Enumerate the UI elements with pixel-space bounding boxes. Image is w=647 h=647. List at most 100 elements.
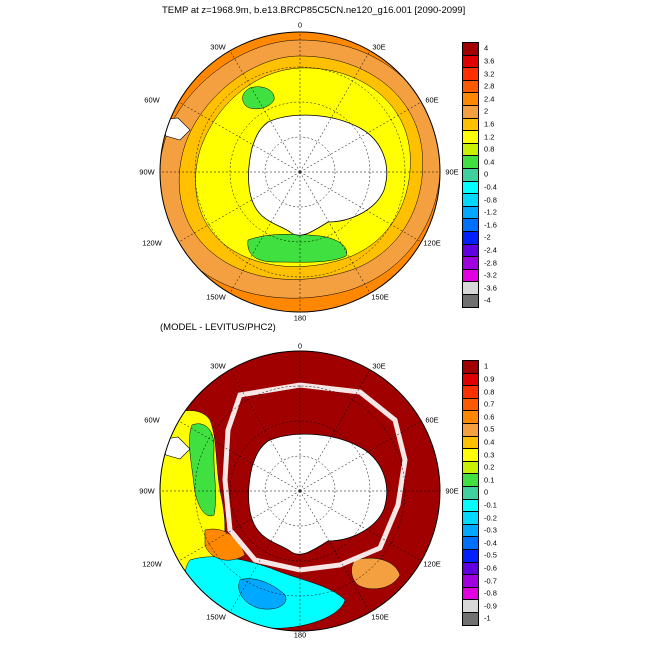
bottom-map-border — [159, 350, 441, 632]
colorbar-label: 0.7 — [484, 399, 495, 409]
colorbar-swatch — [462, 294, 479, 308]
bottom-lon-150e: 150E — [371, 612, 389, 622]
colorbar-label: 1.2 — [484, 132, 495, 141]
colorbar-swatch — [462, 193, 479, 207]
bottom-lon-150w: 150W — [206, 612, 226, 622]
colorbar-label: -1.2 — [484, 207, 497, 217]
bottom-lon-180: 180 — [293, 630, 307, 640]
meridian-line — [178, 171, 301, 243]
top-lon-150e: 150E — [371, 292, 389, 302]
colorbar-swatch — [462, 460, 479, 475]
colorbar-label: -2 — [484, 232, 491, 242]
colorbar-swatch — [462, 155, 479, 169]
bottom-field-orange-eddy — [204, 528, 246, 561]
meridian-line — [229, 50, 301, 173]
colorbar-swatch — [462, 511, 479, 525]
bottom-meridians — [160, 351, 440, 631]
colorbar-swatch — [462, 599, 479, 613]
bottom-lon-90e: 90E — [445, 486, 459, 496]
colorbar-swatch — [462, 448, 479, 462]
colorbar-swatch — [462, 231, 479, 245]
colorbar-label: -3.2 — [484, 270, 497, 280]
colorbar-swatch — [462, 486, 479, 500]
meridian-line — [299, 369, 371, 492]
colorbar-swatch — [462, 281, 479, 295]
bottom-lon-90w: 90W — [139, 486, 155, 496]
colorbar-swatch — [462, 105, 479, 119]
top-lon-120w: 120W — [142, 238, 162, 248]
colorbar-label: -0.1 — [484, 500, 497, 510]
colorbar-swatch — [462, 218, 479, 232]
colorbar-swatch — [462, 268, 479, 283]
colorbar-swatch — [462, 168, 479, 182]
top-lon-90w: 90W — [139, 167, 155, 177]
meridian-line — [299, 171, 422, 243]
colorbar-label: 0.8 — [484, 387, 495, 396]
top-lon-90e: 90E — [445, 167, 459, 177]
meridian-line — [178, 101, 301, 173]
colorbar-label: -2.4 — [484, 245, 497, 255]
colorbar-label: 0 — [484, 169, 489, 179]
bottom-panel-title: (MODEL - LEVITUS/PHC2) — [160, 322, 276, 333]
colorbar-label: -0.3 — [484, 525, 497, 535]
colorbar-label: 0.5 — [484, 424, 495, 434]
colorbar-swatch — [462, 117, 479, 132]
bottom-masked-ring — [222, 382, 408, 573]
bottom-lon-60w: 60W — [144, 415, 160, 425]
top-meridians — [160, 32, 440, 312]
meridian-line — [299, 101, 422, 173]
top-lon-60e: 60E — [425, 95, 439, 105]
colorbar-label: 1.6 — [484, 119, 495, 129]
top-lon-180: 180 — [293, 313, 307, 323]
meridian-line — [299, 171, 371, 294]
colorbar-swatch — [462, 372, 479, 387]
colorbar-swatch — [462, 67, 479, 81]
top-green-patch-ross — [247, 233, 347, 263]
bottom-map — [159, 350, 441, 632]
colorbar-label: 0.4 — [484, 437, 495, 447]
bottom-antarctica — [248, 433, 388, 555]
colorbar-label: -0.7 — [484, 576, 497, 585]
colorbar-swatch — [462, 130, 479, 144]
colorbar-label: 2 — [484, 106, 489, 116]
bottom-field-green-strip — [189, 423, 216, 517]
colorbar-label: 0.1 — [484, 475, 495, 485]
colorbar-label: -2.8 — [484, 258, 497, 267]
bottom-lon-120w: 120W — [142, 559, 162, 569]
meridian-line — [178, 420, 301, 492]
colorbar-swatch — [462, 256, 479, 270]
bottom-field-orange-east — [351, 557, 401, 590]
colorbar-swatch — [462, 180, 479, 195]
bottom-field-blue-core — [238, 578, 287, 610]
meridian-line — [299, 490, 422, 562]
colorbar-swatch — [462, 574, 479, 588]
bottom-lon-0: 0 — [297, 341, 303, 351]
bottom-lon-60e: 60E — [425, 415, 439, 425]
meridian-line — [229, 490, 301, 613]
top-lon-150w: 150W — [206, 292, 226, 302]
top-map — [159, 31, 441, 313]
top-lon-60w: 60W — [144, 95, 160, 105]
colorbar-swatch — [462, 243, 479, 258]
colorbar-label: 3.2 — [484, 69, 495, 78]
top-lon-120e: 120E — [423, 238, 441, 248]
colorbar-swatch — [462, 523, 479, 538]
colorbar-swatch — [462, 42, 479, 56]
colorbar-swatch — [462, 612, 479, 626]
colorbar-swatch — [462, 360, 479, 374]
top-green-patch-atlantic — [242, 86, 275, 110]
colorbar-swatch — [462, 473, 479, 487]
bottom-lon-30w: 30W — [210, 361, 226, 371]
top-lon-0: 0 — [297, 20, 303, 30]
top-map-border — [159, 31, 441, 313]
colorbar-label: -0.4 — [484, 538, 497, 548]
colorbar-label: -4 — [484, 295, 491, 305]
top-lon-30w: 30W — [210, 42, 226, 52]
bottom-lon-120e: 120E — [423, 559, 441, 569]
colorbar-label: 0.8 — [484, 144, 495, 154]
top-lon-30e: 30E — [372, 42, 386, 52]
colorbar-label: -0.6 — [484, 563, 497, 573]
meridian-line — [299, 420, 422, 492]
colorbar-swatch — [462, 92, 479, 106]
